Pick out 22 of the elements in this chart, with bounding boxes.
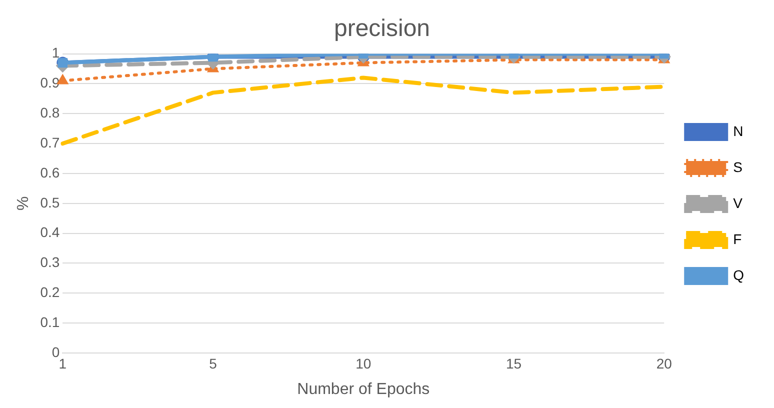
legend-label: Q [733,266,744,283]
legend-label: F [733,230,742,247]
x-tick-label: 5 [209,355,218,372]
y-tick-label: 0.5 [40,194,60,210]
y-tick-label: 0.6 [40,164,60,180]
y-tick-label: 0.7 [40,134,60,150]
y-tick-label: 0 [52,344,60,360]
chart-title: precision [334,15,430,42]
y-tick-label: 0.4 [40,224,60,240]
x-axis-title: Number of Epochs [297,380,430,398]
legend-label: S [733,158,742,175]
y-tick-label: 0.2 [40,284,60,300]
y-tick-label: 0.1 [40,314,60,330]
x-tick-label: 15 [506,355,522,372]
y-axis-title: % [15,196,32,211]
y-tick-label: 0.3 [40,254,60,270]
x-tick-label: 10 [356,355,372,372]
x-tick-label: 20 [656,355,672,372]
y-tick-label: 1 [52,44,60,61]
legend-label: N [733,122,744,139]
legend-label: V [733,194,744,211]
y-tick-label: 0.8 [40,104,60,120]
